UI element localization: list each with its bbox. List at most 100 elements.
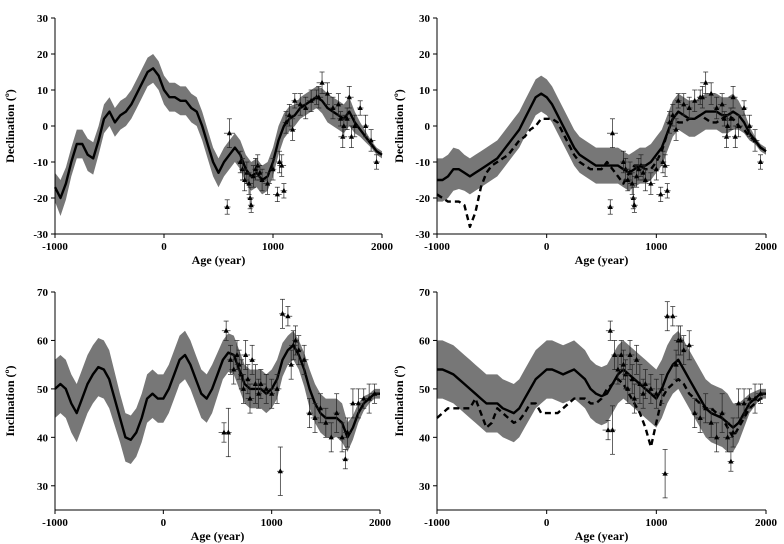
- y-tick-label: 30: [419, 481, 431, 493]
- triangle-marker: [708, 90, 714, 96]
- data-point: [653, 378, 660, 409]
- data-point: [269, 158, 277, 181]
- triangle-marker: [290, 342, 296, 348]
- data-point: [310, 403, 320, 433]
- data-point: [277, 446, 284, 496]
- y-axis-title: Inclination (º): [392, 366, 406, 437]
- data-point: [355, 388, 362, 419]
- triangle-marker: [752, 395, 758, 401]
- triangle-marker: [631, 202, 637, 208]
- declination-panel-left: -30 -20 -10 0 10 20 30 -1000 0 1000 2000 Age (year)…: [3, 13, 394, 267]
- triangle-marker: [238, 371, 244, 377]
- x-tick-label: 0: [161, 241, 167, 253]
- triangle-marker: [735, 123, 742, 128]
- data-point: [713, 96, 720, 120]
- triangle-marker: [699, 94, 705, 100]
- y-tick-label: 0: [425, 121, 431, 133]
- triangle-marker: [630, 195, 636, 200]
- y-tick-label: -20: [415, 193, 430, 205]
- triangle-marker: [350, 400, 356, 406]
- triangle-marker: [363, 123, 369, 128]
- data-point: [268, 378, 275, 409]
- data-point: [302, 96, 309, 120]
- data-point: [223, 199, 231, 215]
- data-point: [628, 364, 636, 395]
- triangle-marker: [636, 166, 642, 172]
- data-point: [706, 407, 716, 438]
- triangle-marker: [290, 126, 296, 132]
- data-point: [223, 118, 235, 148]
- triangle-marker: [681, 101, 687, 107]
- data-point: [240, 374, 247, 404]
- confidence-band: [437, 75, 766, 202]
- data-point: [342, 449, 349, 470]
- triangle-marker: [339, 434, 345, 440]
- triangle-marker: [703, 79, 709, 85]
- triangle-marker: [673, 361, 679, 367]
- triangle-marker: [637, 381, 643, 387]
- x-tick-label: 2000: [755, 517, 778, 529]
- triangle-marker: [244, 169, 250, 175]
- triangle-marker: [725, 434, 731, 440]
- data-point: [225, 407, 232, 458]
- data-point: [706, 82, 716, 105]
- x-tick-label: 2000: [755, 241, 778, 253]
- triangle-marker: [681, 347, 687, 353]
- triangle-marker: [296, 347, 302, 353]
- triangle-marker: [255, 162, 261, 168]
- triangle-marker: [346, 94, 352, 100]
- data-point: [284, 104, 294, 127]
- triangle-marker: [703, 405, 709, 411]
- x-tick-label: 1000: [645, 517, 668, 529]
- triangle-marker: [666, 119, 673, 125]
- data-point: [684, 330, 694, 361]
- data-point: [344, 86, 354, 109]
- data-point: [740, 100, 748, 116]
- y-tick-label: 50: [37, 384, 49, 396]
- triangle-marker: [319, 79, 325, 85]
- triangle-marker: [620, 361, 627, 367]
- triangle-marker: [258, 381, 264, 387]
- y-axis-title: Declination (º): [392, 89, 406, 163]
- y-tick-label: 50: [419, 384, 431, 396]
- triangle-marker: [697, 414, 703, 420]
- triangle-marker: [361, 395, 367, 401]
- data-point: [359, 388, 369, 409]
- data-point: [295, 335, 302, 366]
- data-point: [605, 320, 615, 341]
- data-point: [289, 118, 296, 141]
- triangle-marker: [239, 166, 246, 172]
- y-axis-title: Inclination (º): [3, 366, 17, 437]
- triangle-marker: [741, 400, 747, 406]
- triangle-marker: [638, 162, 644, 168]
- data-point: [656, 186, 666, 202]
- triangle-marker: [620, 159, 627, 164]
- triangle-marker: [264, 180, 271, 186]
- data-point: [691, 398, 699, 428]
- y-tick-label: 60: [37, 335, 49, 347]
- triangle-marker: [633, 173, 640, 179]
- data-point: [221, 320, 231, 341]
- y-tick-label: 0: [43, 121, 49, 133]
- triangle-marker: [623, 371, 629, 377]
- data-point: [685, 96, 693, 120]
- triangle-marker: [714, 105, 720, 110]
- triangle-marker: [677, 337, 684, 343]
- triangle-marker: [279, 310, 286, 316]
- triangle-marker: [730, 429, 736, 435]
- data-point: [248, 344, 256, 375]
- triangle-marker: [306, 410, 313, 416]
- triangle-marker: [607, 327, 613, 333]
- y-axis-title: Declination (º): [3, 89, 17, 163]
- data-point: [702, 393, 709, 424]
- data-point: [321, 407, 331, 438]
- data-point: [295, 93, 305, 116]
- triangle-marker: [340, 133, 346, 139]
- mean-curve-line: [53, 67, 383, 200]
- data-point: [657, 374, 667, 404]
- x-tick-label: 0: [544, 517, 550, 529]
- triangle-marker: [725, 123, 731, 128]
- triangle-marker: [312, 414, 318, 420]
- y-tick-label: -30: [415, 229, 430, 241]
- triangle-marker: [664, 313, 670, 319]
